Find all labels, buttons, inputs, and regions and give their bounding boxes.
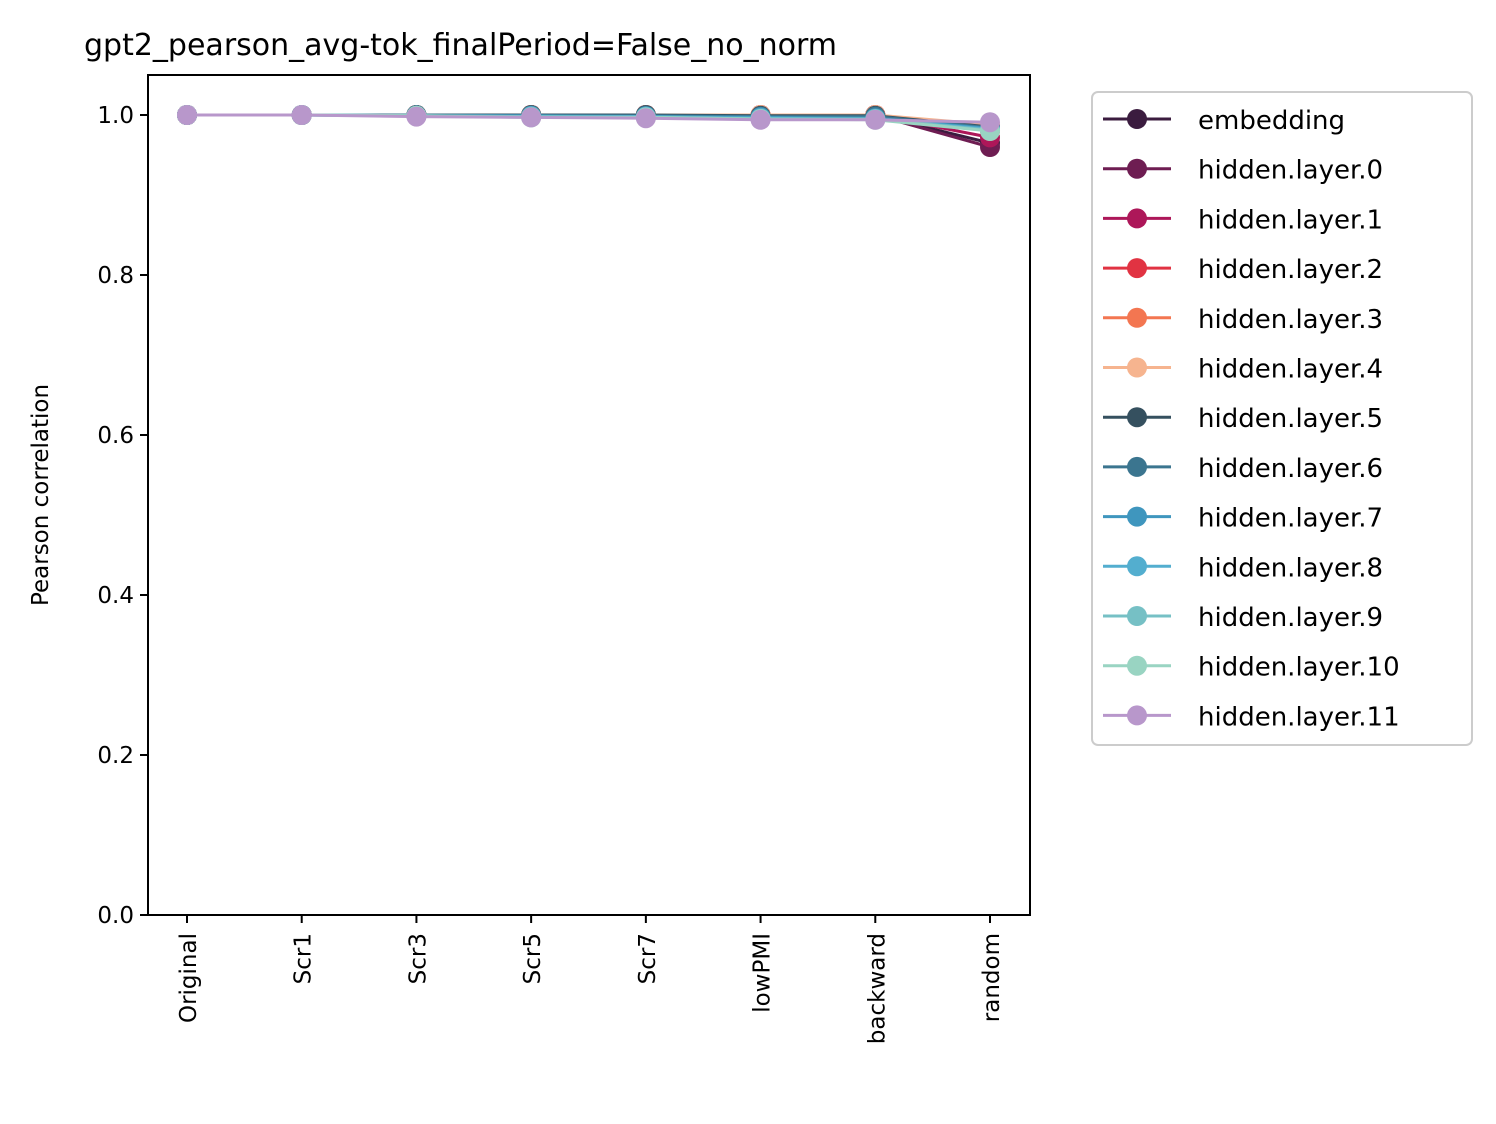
- legend-item: embedding: [1103, 106, 1345, 136]
- legend-item: hidden.layer.11: [1103, 702, 1400, 732]
- data-point: [291, 105, 312, 125]
- legend-marker: [1127, 456, 1147, 477]
- legend-label: hidden.layer.9: [1198, 603, 1383, 633]
- y-tick-label: 0.6: [97, 423, 134, 449]
- data-point: [980, 112, 1000, 133]
- data-point: [865, 109, 886, 130]
- legend-marker: [1127, 556, 1147, 577]
- legend-marker: [1127, 506, 1147, 527]
- series-line: [187, 113, 991, 124]
- legend-marker: [1127, 158, 1147, 179]
- data-point: [521, 107, 542, 128]
- legend-label: hidden.layer.8: [1198, 553, 1383, 583]
- legend-label: hidden.layer.6: [1198, 454, 1383, 484]
- legend-item: hidden.layer.8: [1103, 553, 1383, 583]
- x-tick-label: backward: [864, 933, 890, 1044]
- legend-item: hidden.layer.2: [1103, 255, 1383, 285]
- legend-label: embedding: [1198, 106, 1345, 136]
- x-axis: Original Scr1 Scr3 Scr5 Scr7 lowPMI backward ra…: [176, 915, 1005, 1044]
- legend-item: hidden.layer.0: [1103, 156, 1383, 186]
- legend-marker: [1127, 208, 1147, 229]
- plot-area-frame: [147, 74, 1031, 916]
- legend-label: hidden.layer.4: [1198, 355, 1383, 385]
- legend: embedding hidden.layer.0 hidden.layer.1 hid…: [1091, 91, 1473, 746]
- legend-label: hidden.layer.0: [1198, 156, 1383, 186]
- data-point: [750, 109, 771, 130]
- legend-item: hidden.layer.1: [1103, 205, 1383, 235]
- y-axis-label: Pearson correlation: [28, 384, 54, 606]
- legend-marker: [1127, 705, 1147, 726]
- x-tick-label: Scr1: [291, 933, 317, 984]
- legend-label: hidden.layer.2: [1198, 255, 1383, 285]
- x-tick-label: lowPMI: [750, 933, 776, 1013]
- y-tick-label: 0.4: [97, 583, 134, 609]
- legend-label: hidden.layer.3: [1198, 305, 1383, 335]
- y-tick-label: 1.0: [97, 103, 134, 129]
- y-tick-label: 0.8: [97, 263, 134, 289]
- legend-label: hidden.layer.11: [1198, 702, 1400, 732]
- series-layer: [177, 105, 1000, 157]
- y-tick-label: 0.2: [97, 743, 134, 769]
- legend-item: hidden.layer.4: [1103, 355, 1383, 385]
- y-tick-label: 0.0: [97, 903, 134, 929]
- x-tick-label: Original: [176, 933, 202, 1023]
- series-hidden.layer.11: [177, 105, 1000, 133]
- y-axis: 0.0 0.2 0.4 0.6 0.8 1.0: [97, 103, 148, 929]
- legend-item: hidden.layer.5: [1103, 404, 1383, 434]
- legend-label: hidden.layer.10: [1198, 653, 1400, 683]
- x-tick-label: Scr3: [405, 933, 431, 984]
- legend-marker: [1127, 307, 1147, 328]
- legend-label: hidden.layer.5: [1198, 404, 1383, 434]
- legend-item: hidden.layer.6: [1103, 454, 1383, 484]
- legend-item: hidden.layer.3: [1103, 305, 1383, 335]
- x-tick-label: random: [979, 933, 1005, 1022]
- x-tick-label: Scr5: [520, 933, 546, 984]
- chart-title: gpt2_pearson_avg-tok_finalPeriod=False_n…: [84, 28, 837, 63]
- legend-item: hidden.layer.10: [1103, 653, 1400, 683]
- legend-frame: [1091, 91, 1473, 746]
- legend-marker: [1127, 407, 1147, 428]
- legend-item: hidden.layer.7: [1103, 504, 1383, 534]
- x-tick-label: Scr7: [635, 933, 661, 984]
- legend-marker: [1127, 109, 1147, 129]
- legend-marker: [1127, 357, 1147, 378]
- legend-marker: [1127, 655, 1147, 676]
- legend-label: hidden.layer.7: [1198, 504, 1383, 534]
- legend-marker: [1127, 606, 1147, 626]
- data-point: [177, 105, 197, 125]
- data-point: [406, 106, 427, 127]
- legend-label: hidden.layer.1: [1198, 205, 1383, 235]
- legend-marker: [1127, 258, 1147, 279]
- legend-item: hidden.layer.9: [1103, 603, 1383, 633]
- data-point: [635, 108, 656, 129]
